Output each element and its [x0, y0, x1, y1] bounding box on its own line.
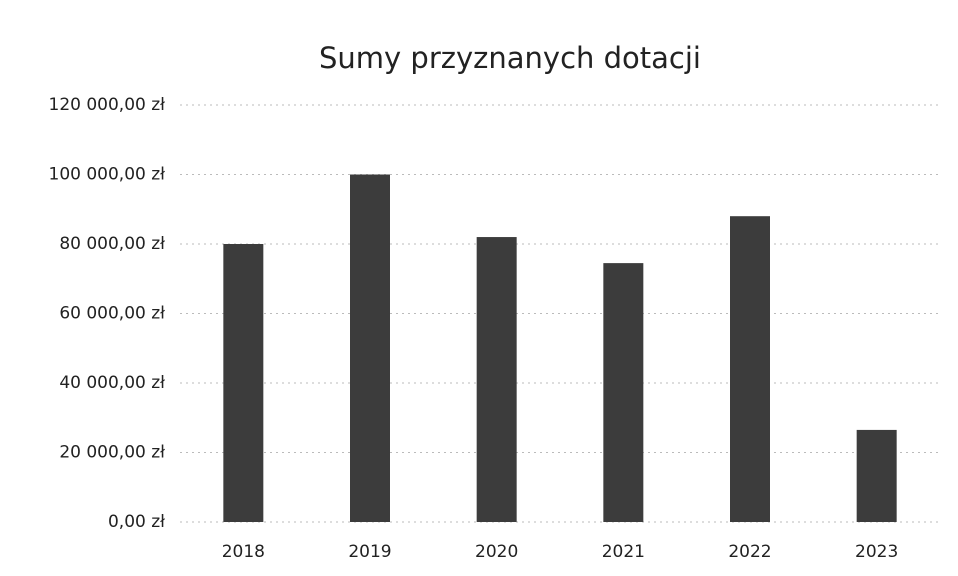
x-tick-label: 2020	[475, 542, 518, 562]
bar	[603, 263, 644, 522]
x-tick-label: 2018	[222, 542, 265, 562]
bar	[476, 237, 517, 523]
y-tick-label: 60 000,00 zł	[59, 304, 165, 324]
y-tick-label: 120 000,00 zł	[49, 95, 166, 115]
chart-title: Sumy przyznanych dotacji	[319, 41, 701, 75]
x-tick-label: 2019	[348, 542, 391, 562]
bar	[223, 244, 264, 522]
x-tick-label: 2021	[602, 542, 645, 562]
y-tick-label: 80 000,00 zł	[59, 234, 165, 254]
y-tick-label: 40 000,00 zł	[59, 373, 165, 393]
y-tick-label: 100 000,00 zł	[49, 165, 166, 185]
bar	[350, 174, 390, 522]
bar	[730, 216, 770, 522]
y-tick-label: 0,00 zł	[108, 512, 165, 532]
x-tick-label: 2023	[855, 542, 898, 562]
bar	[856, 429, 897, 522]
y-tick-label: 20 000,00 zł	[59, 443, 165, 463]
x-tick-label: 2022	[728, 542, 771, 562]
